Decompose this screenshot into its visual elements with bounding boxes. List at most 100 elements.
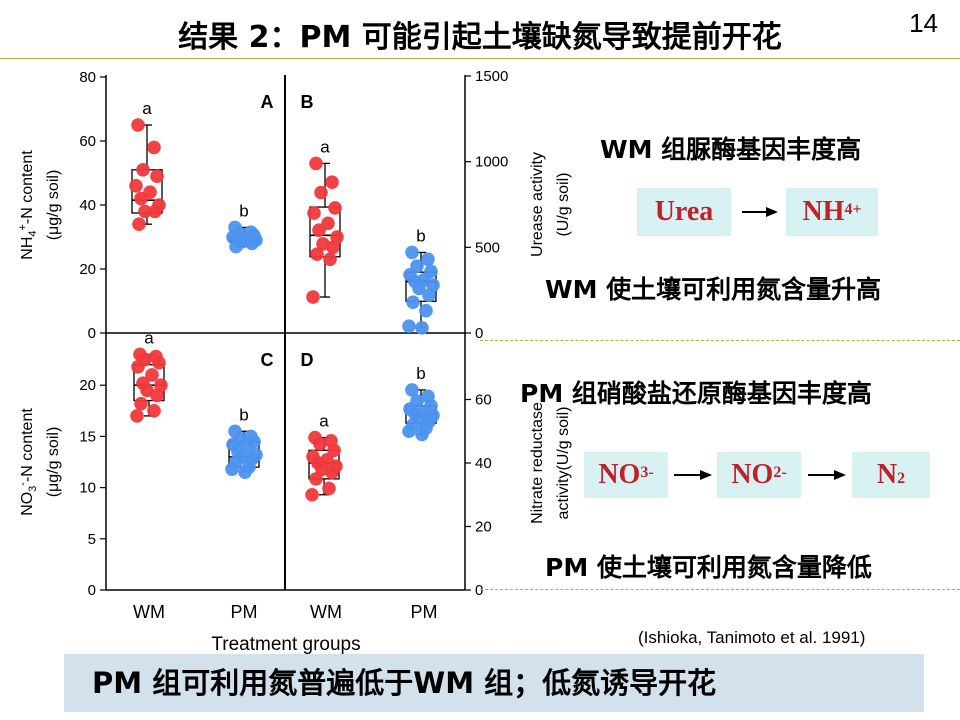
data-point (325, 465, 339, 480)
data-point (138, 204, 152, 219)
y-tick-label: 20 (79, 261, 96, 278)
urea-box: Urea (637, 188, 731, 236)
significance-letter: b (416, 364, 425, 383)
panel-letter: C (261, 350, 274, 370)
y-tick-label: 0 (88, 582, 96, 599)
no3-base: NO (598, 459, 641, 490)
data-point (323, 252, 337, 267)
y-tick-label: 20 (475, 519, 492, 536)
data-point (309, 472, 323, 486)
x-category-label: PM (231, 602, 258, 622)
data-point (422, 288, 436, 303)
data-point (426, 278, 440, 292)
y-tick-label: 5 (88, 531, 96, 548)
y-axis-label-units: activity(U/g soil) (555, 407, 572, 520)
data-point (419, 303, 433, 318)
y-tick-label: 40 (475, 455, 492, 472)
y-tick-label: 10 (79, 480, 96, 497)
no2-box: NO2- (717, 452, 801, 498)
page-number: 14 (909, 8, 938, 38)
data-point (313, 437, 327, 451)
n2-box: N2 (852, 452, 930, 498)
no3-sup: 3- (640, 464, 654, 481)
data-point (150, 388, 164, 403)
no2-base: NO (731, 459, 774, 490)
nitrate-heading: PM 组硝酸盐还原酶基因丰度高 (520, 379, 872, 408)
y-axis-label-units: (U/g soil) (555, 172, 572, 236)
data-point (147, 140, 161, 155)
y-tick-label: 20 (79, 377, 96, 394)
y-axis-label: Urease activity (529, 152, 546, 257)
data-point (306, 290, 320, 304)
data-point (326, 240, 340, 255)
data-point (405, 245, 419, 260)
data-point (154, 378, 168, 393)
data-point (415, 321, 429, 335)
data-point (148, 204, 162, 219)
data-point (229, 239, 243, 254)
significance-letter: a (320, 137, 330, 156)
panel-letter: B (301, 92, 314, 112)
data-point (402, 319, 416, 333)
x-category-label: WM (310, 602, 342, 622)
pm-conclusion: PM 使土壤可利用氮含量降低 (545, 553, 872, 582)
divider-dashed-bottom (480, 589, 960, 590)
data-point (402, 424, 416, 439)
y-tick-label: 1500 (475, 68, 508, 85)
summary-banner: PM 组可利用氮普遍低于WM 组；低氮诱导开花 (64, 654, 924, 712)
y-tick-label: 15 (79, 428, 96, 445)
divider-dashed (480, 340, 960, 341)
data-point (136, 163, 150, 177)
data-point (327, 443, 341, 458)
data-point (150, 169, 164, 183)
data-point (245, 236, 259, 251)
y-axis-label: NH4+-N content (17, 150, 39, 260)
data-point (421, 252, 435, 267)
y-tick-label: 0 (88, 325, 96, 342)
y-tick-label: 60 (475, 392, 492, 409)
data-point (412, 281, 426, 296)
y-tick-label: 40 (79, 197, 96, 214)
y-tick-label: 1000 (475, 154, 508, 171)
significance-letter: a (144, 328, 154, 347)
data-point (415, 427, 429, 442)
data-point (305, 487, 319, 502)
citation: (Ishioka, Tanimoto et al. 1991) (638, 628, 866, 647)
y-tick-label: 0 (475, 582, 483, 599)
data-point (312, 223, 326, 237)
urea-label: Urea (654, 196, 714, 227)
data-point (238, 465, 252, 480)
arrow-icon (742, 207, 778, 217)
data-point (145, 368, 159, 382)
data-point (309, 156, 323, 171)
data-point (310, 247, 324, 261)
panel-letter: D (301, 350, 314, 370)
urease-heading: WM 组脲酶基因丰度高 (600, 135, 862, 164)
y-tick-label: 60 (79, 133, 96, 150)
data-point (328, 201, 342, 215)
significance-letter: a (142, 99, 152, 118)
data-point (132, 217, 146, 231)
arrow-icon (674, 470, 712, 480)
data-point (134, 191, 148, 206)
y-tick-label: 0 (475, 325, 483, 342)
no3-box: NO3- (584, 452, 668, 498)
data-point (134, 396, 148, 411)
data-point (330, 230, 344, 244)
arrow-icon (808, 470, 846, 480)
data-point (307, 206, 321, 220)
data-point (140, 383, 154, 398)
y-tick-label: 500 (475, 239, 500, 256)
wm-conclusion: WM 使土壤可利用氮含量升高 (545, 275, 882, 304)
significance-letter: b (416, 226, 425, 245)
data-point (406, 295, 420, 309)
nh4-sup: 4+ (844, 201, 862, 218)
data-point (322, 481, 336, 496)
data-point (129, 179, 143, 193)
data-point (130, 409, 144, 423)
panel-letter: A (261, 92, 274, 112)
y-axis-label: Nitrate reductase (529, 402, 546, 524)
data-point (147, 404, 161, 418)
y-tick-label: 80 (79, 69, 96, 86)
